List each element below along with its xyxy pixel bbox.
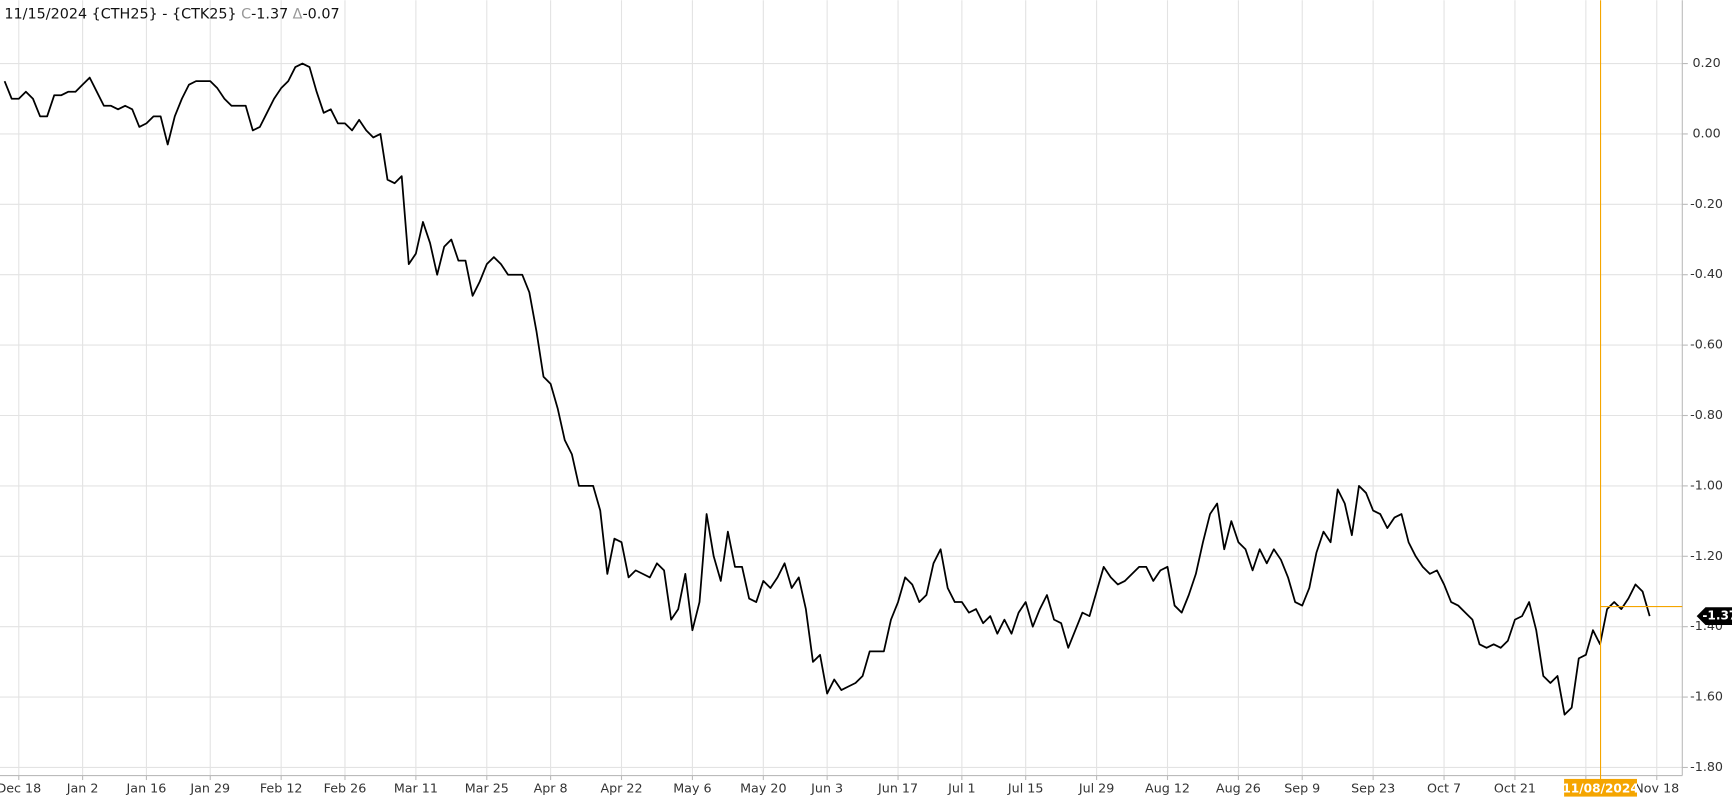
y-tick-label: -0.80: [1690, 407, 1723, 422]
y-tick-label: -0.40: [1690, 266, 1723, 281]
x-tick-label: Jun 3: [810, 780, 843, 795]
x-tick-label: Mar 11: [394, 780, 438, 795]
last-value-label: -1.37: [1702, 609, 1732, 623]
x-tick-label: Feb 26: [324, 780, 367, 795]
close-label: C: [241, 7, 251, 23]
y-tick-label: 0.00: [1692, 125, 1720, 140]
y-tick-label: 0.20: [1692, 55, 1720, 70]
crosshair-date: 11/08/2024: [1562, 781, 1638, 795]
plot: [3, 62, 1651, 716]
grid: [0, 0, 1683, 776]
y-tick-label: -1.80: [1690, 759, 1723, 774]
x-tick-label: Jan 29: [189, 780, 230, 795]
y-tick-label: -0.60: [1690, 337, 1723, 352]
x-tick-label: Jan 2: [66, 780, 99, 795]
x-tick-label: May 20: [740, 780, 786, 795]
y-tick-label: -1.00: [1690, 477, 1723, 492]
x-tick-label: Mar 25: [465, 780, 509, 795]
y-tick-label: -1.20: [1690, 548, 1723, 563]
x-tick-label: Sep 9: [1284, 780, 1320, 795]
x-tick-label: Feb 12: [260, 780, 303, 795]
x-tick-label: Oct 7: [1427, 780, 1461, 795]
x-tick-label: Apr 22: [600, 780, 642, 795]
last-value-tag: [1696, 607, 1732, 625]
change-label: Δ: [293, 7, 303, 23]
chart-header: 11/15/2024 {CTH25} - {CTK25} C-1.37 Δ-0.07: [4, 7, 339, 23]
price-line: [3, 62, 1651, 716]
x-tick-label: Nov 18: [1634, 780, 1679, 795]
change-value: -0.07: [302, 7, 339, 23]
x-tick-label: Dec 18: [0, 780, 41, 795]
x-tick-label: Apr 8: [534, 780, 568, 795]
x-tick-label: Aug 12: [1145, 780, 1190, 795]
x-tick-label: Jul 29: [1078, 780, 1115, 795]
crosshair-date-box: [1564, 778, 1638, 797]
x-tick-label: Jan 16: [126, 780, 167, 795]
chart-title: 11/15/2024 {CTH25} - {CTK25}: [4, 7, 236, 23]
x-tick-label: Aug 26: [1216, 780, 1261, 795]
x-tick-label: Jul 15: [1007, 780, 1044, 795]
close-value: -1.37: [251, 7, 288, 23]
y-tick-label: -0.20: [1690, 196, 1723, 211]
x-tick-label: May 6: [673, 780, 711, 795]
x-tick-label: Jun 17: [877, 780, 918, 795]
x-tick-label: Sep 23: [1351, 780, 1395, 795]
x-tick-label: Jul 1: [947, 780, 975, 795]
y-tick-label: -1.60: [1690, 689, 1723, 704]
x-tick-label: Oct 21: [1494, 780, 1536, 795]
